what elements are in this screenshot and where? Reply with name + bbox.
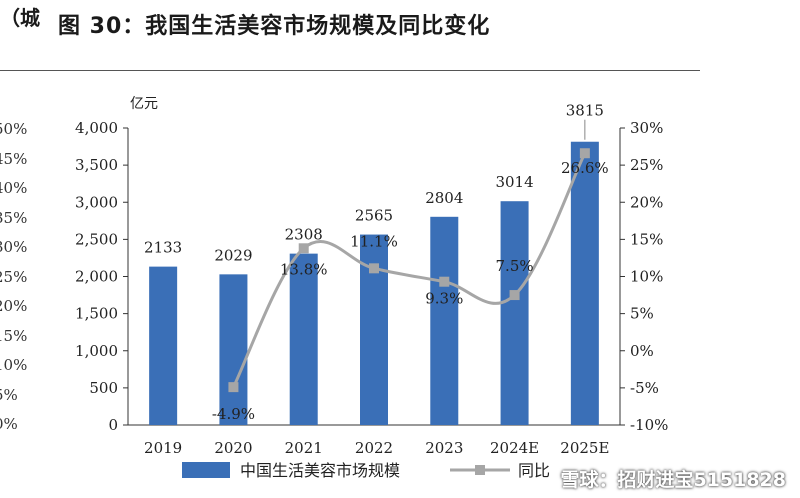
bar — [219, 274, 248, 425]
y2-tick-label: 15% — [630, 230, 663, 248]
line-point — [228, 382, 239, 393]
x-tick-label: 2023 — [425, 439, 463, 457]
bar-value-label: 2804 — [425, 189, 463, 207]
bar-value-label: 2133 — [144, 239, 182, 257]
figure-title: 图 30：我国生活美容市场规模及同比变化 — [58, 14, 491, 39]
y-tick-label: 3,000 — [75, 193, 118, 211]
bar-value-label: 3815 — [566, 102, 604, 120]
cropped-left-chart: （城 50% 45% 40% 35% 30% 25% 20% 15% 10% 5% 0% — [0, 0, 40, 498]
title-divider — [0, 70, 700, 71]
yoy-line — [232, 152, 587, 388]
cropped-axis-label: 30% — [0, 238, 28, 256]
y-tick-label: 4,000 — [75, 119, 118, 137]
cropped-axis-label: 35% — [0, 208, 28, 227]
y-tick-label: 2,500 — [75, 230, 118, 248]
y-axis-label: 亿元 — [130, 96, 158, 112]
y2-tick-label: 5% — [630, 305, 654, 323]
line-point — [579, 148, 590, 159]
bar — [570, 141, 599, 425]
bar — [289, 253, 318, 425]
legend-bar-label: 中国生活美容市场规模 — [240, 461, 400, 480]
line-value-label: 13.8% — [280, 260, 328, 278]
y-tick-label: 1,000 — [75, 342, 118, 360]
y-tick-label: 0 — [108, 416, 118, 434]
bar-value-label: 2029 — [214, 246, 252, 264]
y2-tick-label: 25% — [630, 156, 663, 174]
line-point — [369, 263, 379, 274]
cropped-axis-label: 25% — [0, 267, 28, 286]
y2-tick-label: 30% — [630, 119, 663, 137]
x-tick-label: 2024E — [490, 439, 539, 457]
watermark: 雪球：招财进宝5151828 — [560, 469, 786, 491]
y2-tick-label: -10% — [630, 416, 668, 434]
bar — [149, 266, 178, 425]
y-tick-label: 1,500 — [75, 305, 118, 323]
bar — [500, 201, 529, 425]
y-tick-label: 3,500 — [75, 156, 118, 174]
cropped-axis-label: 0% — [0, 415, 18, 433]
cropped-axis-label: 10% — [0, 356, 28, 374]
cropped-axis-label: 40% — [0, 179, 28, 197]
line-point — [298, 243, 309, 254]
line-value-label: 26.6% — [561, 159, 609, 177]
y2-tick-label: -5% — [630, 379, 659, 397]
legend-line-marker — [475, 465, 485, 475]
bar-value-label: 2308 — [285, 226, 323, 244]
line-point — [439, 276, 450, 287]
legend-bar-swatch — [182, 462, 230, 478]
bar-value-label: 2565 — [355, 207, 393, 225]
cropped-axis-label: 45% — [0, 149, 28, 168]
x-tick-label: 2022 — [355, 439, 393, 457]
cropped-axis-label: 20% — [0, 297, 28, 315]
x-tick-label: 2020 — [214, 439, 252, 457]
x-tick-label: 2021 — [285, 439, 323, 457]
y2-tick-label: 10% — [630, 268, 663, 286]
cropped-axis-label: 5% — [0, 385, 18, 404]
y-tick-label: 500 — [89, 379, 118, 397]
line-point — [509, 290, 520, 301]
cropped-axis-label: 50% — [0, 120, 28, 138]
bar-value-label: 3014 — [495, 173, 533, 191]
line-value-label: -4.9% — [212, 405, 255, 423]
x-tick-label: 2019 — [144, 439, 182, 457]
bar — [430, 216, 459, 425]
line-value-label: 9.3% — [425, 290, 463, 308]
line-value-label: 11.1% — [350, 232, 398, 250]
y2-tick-label: 0% — [630, 342, 654, 360]
y2-tick-label: 20% — [630, 193, 663, 211]
legend-line-label: 同比 — [518, 461, 550, 480]
x-tick-label: 2025E — [560, 439, 609, 457]
y-tick-label: 2,000 — [75, 268, 118, 286]
line-value-label: 7.5% — [496, 257, 534, 275]
cropped-axis-label: 15% — [0, 326, 28, 345]
cropped-left-text: （城 — [0, 6, 40, 30]
